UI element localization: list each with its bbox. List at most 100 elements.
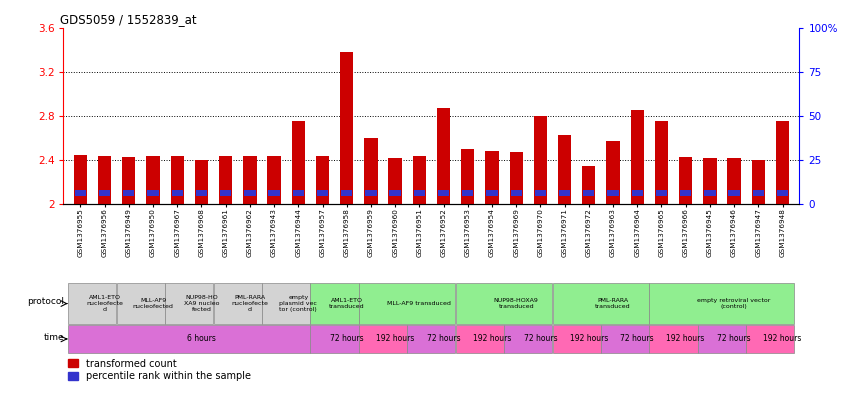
Bar <box>407 325 455 353</box>
Bar <box>389 190 401 195</box>
Bar <box>267 156 281 204</box>
Text: empty
plasmid vec
tor (control): empty plasmid vec tor (control) <box>279 295 317 312</box>
Bar <box>486 190 497 195</box>
Bar <box>534 116 547 204</box>
Bar <box>171 156 184 204</box>
Bar <box>147 190 159 195</box>
Bar <box>650 325 698 353</box>
Bar <box>753 190 764 195</box>
Bar <box>165 283 213 324</box>
Bar <box>413 156 426 204</box>
Bar <box>582 166 596 204</box>
Bar <box>310 325 359 353</box>
Bar <box>365 138 377 204</box>
Bar <box>535 190 546 195</box>
Bar <box>504 325 552 353</box>
Bar <box>74 190 86 195</box>
Bar <box>69 283 117 324</box>
Text: protocol: protocol <box>27 297 64 306</box>
Bar <box>509 152 523 204</box>
Bar <box>438 190 449 195</box>
Text: 72 hours: 72 hours <box>620 334 654 343</box>
Bar <box>414 190 425 195</box>
Bar <box>388 158 402 204</box>
Bar <box>655 121 668 204</box>
Bar <box>195 190 207 195</box>
Bar <box>437 108 450 204</box>
Bar <box>776 121 789 204</box>
Bar <box>552 325 601 353</box>
Bar <box>630 110 644 204</box>
Bar <box>552 283 649 324</box>
Text: 192 hours: 192 hours <box>569 334 608 343</box>
Bar <box>777 190 788 195</box>
Bar <box>703 158 717 204</box>
Bar <box>219 156 233 204</box>
Text: 192 hours: 192 hours <box>667 334 705 343</box>
Bar <box>679 157 692 204</box>
Bar <box>213 283 261 324</box>
Text: AML1-ETO
transduced: AML1-ETO transduced <box>329 298 365 309</box>
Bar <box>293 190 304 195</box>
Text: GDS5059 / 1552839_at: GDS5059 / 1552839_at <box>60 13 196 26</box>
Bar <box>117 283 165 324</box>
Bar <box>607 190 618 195</box>
Bar <box>124 190 135 195</box>
Bar <box>316 156 329 204</box>
Text: MLL-AF9
nucleofected: MLL-AF9 nucleofected <box>133 298 173 309</box>
Bar <box>510 190 522 195</box>
Bar <box>462 190 474 195</box>
Bar <box>461 149 475 204</box>
Text: time: time <box>43 333 64 342</box>
Bar <box>220 190 231 195</box>
Bar <box>268 190 280 195</box>
Bar <box>728 190 739 195</box>
Text: PML-RARA
nucleofecte
d: PML-RARA nucleofecte d <box>232 295 268 312</box>
Bar <box>340 52 354 204</box>
Text: MLL-AF9 transduced: MLL-AF9 transduced <box>387 301 451 306</box>
Bar <box>74 154 87 204</box>
Bar <box>656 190 667 195</box>
Bar <box>728 158 741 204</box>
Text: 72 hours: 72 hours <box>717 334 751 343</box>
Text: 192 hours: 192 hours <box>763 334 802 343</box>
Bar <box>317 190 328 195</box>
Bar <box>751 160 765 204</box>
Bar <box>243 156 256 204</box>
Bar <box>680 190 691 195</box>
Text: NUP98-HO
XA9 nucleo
fected: NUP98-HO XA9 nucleo fected <box>184 295 219 312</box>
Text: 6 hours: 6 hours <box>187 334 216 343</box>
Bar <box>746 325 794 353</box>
Bar <box>262 283 310 324</box>
Bar <box>632 190 643 195</box>
Bar <box>244 190 255 195</box>
Bar <box>583 190 595 195</box>
Bar <box>310 283 359 324</box>
Text: NUP98-HOXA9
transduced: NUP98-HOXA9 transduced <box>494 298 539 309</box>
Text: 72 hours: 72 hours <box>524 334 558 343</box>
Text: empty retroviral vector
(control): empty retroviral vector (control) <box>697 298 771 309</box>
Bar <box>359 325 407 353</box>
Bar <box>99 190 110 195</box>
Legend: transformed count, percentile rank within the sample: transformed count, percentile rank withi… <box>69 358 250 382</box>
Text: 192 hours: 192 hours <box>473 334 511 343</box>
Bar <box>69 325 310 353</box>
Text: 192 hours: 192 hours <box>376 334 415 343</box>
Text: 72 hours: 72 hours <box>330 334 364 343</box>
Bar <box>365 190 376 195</box>
Bar <box>122 157 135 204</box>
Bar <box>486 151 498 204</box>
Text: 72 hours: 72 hours <box>426 334 460 343</box>
Bar <box>292 121 305 204</box>
Bar <box>559 190 570 195</box>
Bar <box>98 156 112 204</box>
Bar <box>195 160 208 204</box>
Bar <box>146 156 160 204</box>
Bar <box>607 141 620 204</box>
Bar <box>172 190 183 195</box>
Bar <box>704 190 716 195</box>
Text: AML1-ETO
nucleofecte
d: AML1-ETO nucleofecte d <box>86 295 123 312</box>
Bar <box>698 325 746 353</box>
Text: PML-RARA
transduced: PML-RARA transduced <box>596 298 631 309</box>
Bar <box>456 325 504 353</box>
